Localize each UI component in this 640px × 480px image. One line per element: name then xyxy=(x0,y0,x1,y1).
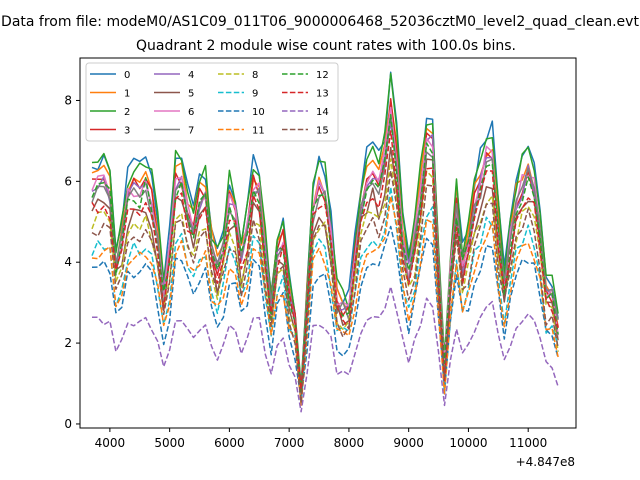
series-line-15 xyxy=(91,170,559,404)
x-tick-label: 5000 xyxy=(154,436,185,450)
legend-label: 0 xyxy=(124,70,130,81)
x-tick-label: 8000 xyxy=(334,436,365,450)
legend-label: 8 xyxy=(252,70,258,81)
figure-suptitle: Data from file: modeM0/AS1C09_011T06_900… xyxy=(1,14,639,30)
legend-label: 1 xyxy=(124,89,130,100)
legend-label: 2 xyxy=(124,107,130,118)
chart-title: Quadrant 2 module wise count rates with … xyxy=(136,38,516,54)
plot-frame xyxy=(79,57,577,429)
legend-label: 6 xyxy=(188,107,194,118)
legend-label: 12 xyxy=(316,70,329,81)
legend-label: 9 xyxy=(252,89,258,100)
legend-label: 14 xyxy=(316,107,329,118)
x-tick-label: 7000 xyxy=(274,436,305,450)
x-tick-label: 4000 xyxy=(95,436,126,450)
series-line-0 xyxy=(91,71,559,393)
series-line-10 xyxy=(91,225,559,400)
series-line-11 xyxy=(91,195,559,406)
series-line-14 xyxy=(91,285,559,413)
legend-label: 7 xyxy=(188,126,194,137)
legend-label: 11 xyxy=(252,126,265,137)
x-offset-label: +4.847e8 xyxy=(516,455,575,469)
legend-label: 10 xyxy=(252,107,265,118)
legend-label: 15 xyxy=(316,126,329,137)
legend-label: 13 xyxy=(316,89,329,100)
x-tick-label: 9000 xyxy=(393,436,424,450)
legend-label: 4 xyxy=(188,70,194,81)
series-line-9 xyxy=(91,186,559,406)
y-tick-label: 4 xyxy=(64,255,72,269)
legend-label: 3 xyxy=(124,126,130,137)
legend-label: 5 xyxy=(188,89,194,100)
series-line-13 xyxy=(91,130,559,391)
y-tick-label: 0 xyxy=(64,417,72,431)
x-tick-label: 10000 xyxy=(449,436,487,450)
y-tick-label: 8 xyxy=(64,93,72,107)
y-tick-label: 6 xyxy=(64,174,72,188)
x-tick-label: 11000 xyxy=(509,436,547,450)
x-tick-label: 6000 xyxy=(214,436,245,450)
legend-box xyxy=(85,62,339,142)
y-axis: 0 2 4 6 8 xyxy=(64,93,80,431)
x-axis: 4000 5000 6000 7000 8000 9000 10000 11000 xyxy=(95,428,547,450)
series-layer xyxy=(91,71,559,413)
y-tick-label: 2 xyxy=(64,336,72,350)
